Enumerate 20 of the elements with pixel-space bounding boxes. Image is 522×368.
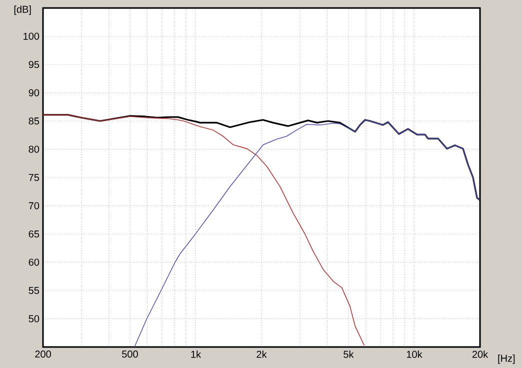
y-tick-label: 65 [28, 230, 40, 238]
y-tick-label: 60 [28, 258, 40, 266]
y-tick-label: 70 [28, 202, 40, 210]
y-tick-label: 95 [28, 60, 40, 68]
x-tick-label: 200 [35, 350, 51, 358]
y-tick-label: 55 [28, 287, 40, 294]
y-tick-label: 90 [28, 89, 40, 96]
x-tick-label: 5k [344, 350, 354, 358]
x-tick-label: 1k [191, 350, 202, 358]
y-tick-label: 100 [24, 32, 40, 40]
x-tick-label: 2k [256, 350, 267, 358]
y-axis-title: [dB] [14, 6, 31, 15]
x-tick-label: 500 [122, 350, 138, 358]
y-tick-label: 75 [28, 174, 40, 181]
x-tick-label: 20k [472, 350, 488, 358]
y-tick-label: 85 [28, 117, 40, 125]
y-tick-label: 80 [28, 146, 40, 153]
y-tick-label: 50 [28, 315, 40, 322]
x-tick-label: 10k [406, 350, 422, 358]
x-axis-title: [Hz] [498, 354, 515, 364]
